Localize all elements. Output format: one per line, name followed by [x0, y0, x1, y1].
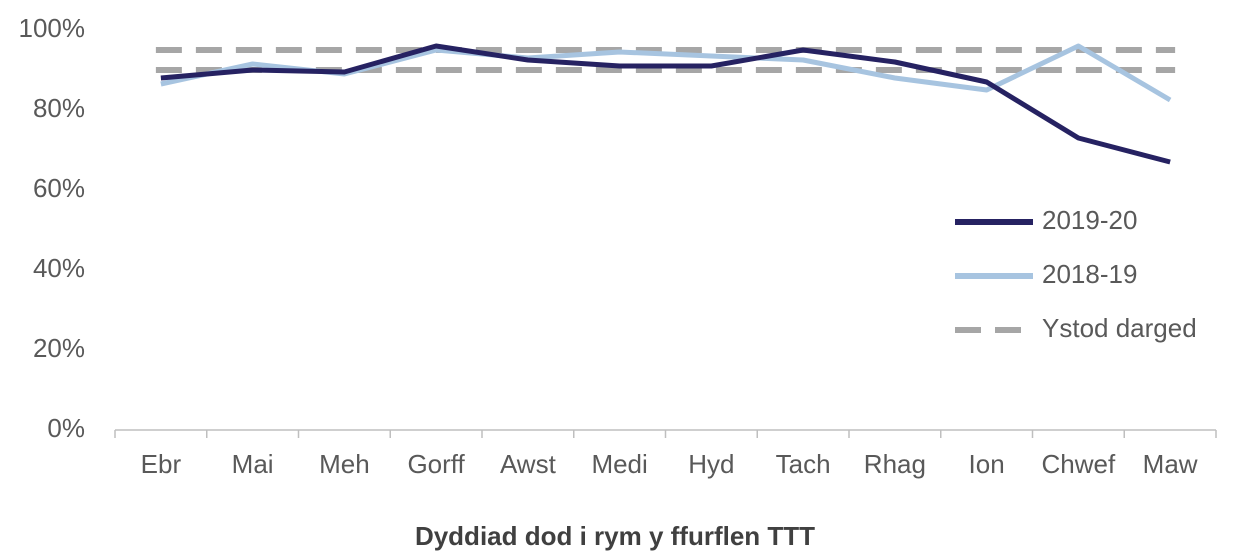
y-tick-label: 20%: [33, 333, 85, 363]
x-tick-label: Medi: [591, 449, 647, 479]
y-tick-label: 60%: [33, 173, 85, 203]
y-tick-label: 100%: [19, 13, 86, 43]
x-tick-label: Awst: [500, 449, 557, 479]
x-tick-label: Mai: [232, 449, 274, 479]
x-tick-label: Rhag: [864, 449, 926, 479]
y-tick-label: 0%: [47, 413, 85, 443]
legend-label: 2019-20: [1042, 205, 1137, 235]
x-tick-label: Meh: [319, 449, 370, 479]
series-line: [160, 43, 1171, 165]
y-tick-label: 80%: [33, 93, 85, 123]
x-tick-label: Gorff: [407, 449, 465, 479]
x-tick-label: Ion: [969, 449, 1005, 479]
x-axis-label: Dyddiad dod i rym y ffurflen TTT: [415, 521, 815, 551]
legend-label: Ystod darged: [1042, 313, 1197, 343]
x-tick-label: Chwef: [1042, 449, 1116, 479]
y-tick-label: 40%: [33, 253, 85, 283]
x-tick-label: Ebr: [141, 449, 182, 479]
x-tick-label: Tach: [776, 449, 831, 479]
x-tick-label: Hyd: [688, 449, 734, 479]
x-tick-label: Maw: [1143, 449, 1198, 479]
legend-label: 2018-19: [1042, 259, 1137, 289]
